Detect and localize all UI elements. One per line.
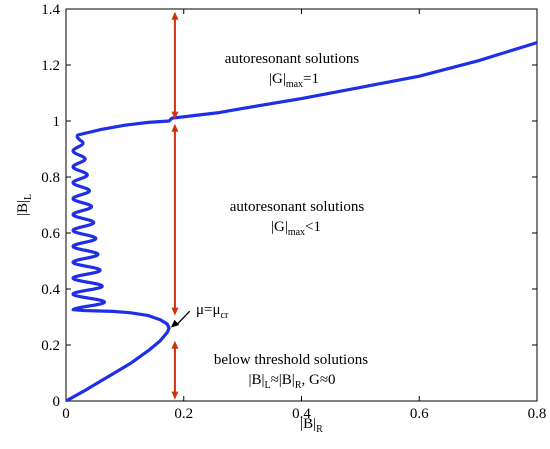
mu-pointer-arrowhead [170, 319, 180, 328]
y-tick-label: 1 [53, 114, 61, 130]
x-tick-label: 0.8 [528, 406, 547, 422]
y-tick-label: 0.6 [41, 226, 60, 242]
mu-pointer-line [175, 310, 191, 327]
y-axis-label: |B|L [15, 194, 34, 216]
arrowhead-down-2 [171, 307, 179, 316]
y-tick-label: 0.2 [41, 338, 60, 354]
plot-layer: 0 0.2 0.4 0.6 0.8 0 0.2 0.4 0.6 0.8 1 1.2 1.4 |B|R |B|… [15, 2, 546, 435]
annotation-mu-cr: μ=μcr [196, 302, 229, 321]
y-tick-label: 0.4 [41, 282, 60, 298]
series-line-B-L-vs-B-R [65, 41, 538, 403]
y-tick-label: 0.8 [41, 170, 60, 186]
arrowhead-up-3 [171, 340, 179, 349]
y-tick-label: 0 [53, 394, 61, 410]
x-tick-label: 0.6 [410, 406, 429, 422]
arrowhead-down-1 [171, 111, 179, 120]
annotation-top-title: autoresonant solutions [225, 51, 360, 67]
y-tick-label: 1.4 [41, 2, 60, 18]
arrowhead-down-3 [171, 391, 179, 400]
annotation-mid-gmax: |G|max<1 [271, 219, 321, 238]
arrowhead-up-1 [171, 11, 179, 20]
x-tick-label: 0 [62, 406, 70, 422]
y-tick-label: 1.2 [41, 58, 60, 74]
x-tick-label: 0.4 [292, 406, 311, 422]
x-axis-label: |B|R [300, 416, 323, 435]
arrowhead-up-2 [171, 123, 179, 132]
annotation-top-gmax: |G|max=1 [269, 71, 319, 90]
annotation-low-relation: |B|L≈|B|R, G≈0 [248, 372, 335, 391]
annotation-mid-title: autoresonant solutions [230, 199, 365, 215]
annotation-low-title: below threshold solutions [214, 352, 368, 368]
x-tick-label: 0.2 [174, 406, 193, 422]
